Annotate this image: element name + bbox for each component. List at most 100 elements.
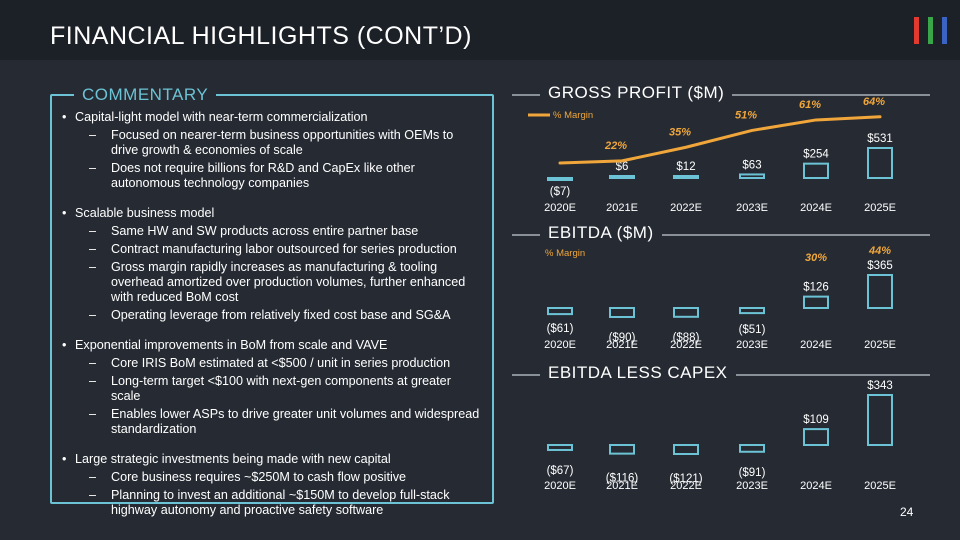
gross-profit-rule-right xyxy=(712,94,930,96)
chart-bar xyxy=(739,173,765,180)
commentary-sub-bullet: Gross margin rapidly increases as manufa… xyxy=(75,260,482,305)
x-tick-label: 2021E xyxy=(606,480,638,492)
commentary-sub-bullet: Focused on nearer-term business opportun… xyxy=(75,128,482,158)
margin-label: 64% xyxy=(863,96,885,108)
commentary-sub-bullet: Long-term target <$100 with next-gen com… xyxy=(75,374,482,404)
ebitda-capex-chart: ($67)2020E($116)2021E($121)2022E($91)202… xyxy=(544,380,896,492)
x-tick-label: 2025E xyxy=(864,480,896,492)
ebitda-capex-rule-left xyxy=(512,374,542,376)
commentary-sub-bullet: Same HW and SW products across entire pa… xyxy=(75,224,482,239)
data-label: $6 xyxy=(616,161,629,173)
data-label: ($121) xyxy=(669,473,702,485)
gross-profit-rule-left xyxy=(512,94,542,96)
ebitda-rule-left xyxy=(512,234,542,236)
data-label: ($90) xyxy=(609,332,636,344)
commentary-bullet-text: Scalable business model xyxy=(75,206,215,220)
commentary-sub-bullet: Enables lower ASPs to drive greater unit… xyxy=(75,407,482,437)
commentary-bullet-text: Large strategic investments being made w… xyxy=(75,452,391,466)
ebitda-heading: EBITDA ($M) xyxy=(540,223,662,243)
margin-label: 61% xyxy=(799,99,821,111)
logo-bar-blue xyxy=(942,17,947,44)
slide-header xyxy=(0,0,960,60)
chart-bar xyxy=(803,428,829,446)
commentary-bullet-text: Exponential improvements in BoM from sca… xyxy=(75,338,388,352)
commentary-sub-bullet: Core business requires ~$250M to cash fl… xyxy=(75,470,482,485)
x-tick-label: 2025E xyxy=(864,202,896,214)
logo-bar-green xyxy=(928,17,933,44)
x-tick-label: 2023E xyxy=(736,339,768,351)
commentary-sub-bullet: Contract manufacturing labor outsourced … xyxy=(75,242,482,257)
chart-bar xyxy=(609,175,635,179)
x-tick-label: 2021E xyxy=(606,339,638,351)
commentary-sub-bullet: Core IRIS BoM estimated at <$500 / unit … xyxy=(75,356,482,371)
x-tick-label: 2021E xyxy=(606,202,638,214)
chart-bar xyxy=(547,177,573,181)
commentary-bullet: Exponential improvements in BoM from sca… xyxy=(62,338,482,437)
commentary-sub-bullet: Planning to invest an additional ~$150M … xyxy=(75,488,482,518)
ebitda-capex-heading: EBITDA LESS CAPEX xyxy=(540,363,736,383)
commentary-bullet-text: Capital-light model with near-term comme… xyxy=(75,110,368,124)
margin-label: 44% xyxy=(868,245,891,257)
x-tick-label: 2022E xyxy=(670,339,702,351)
data-label: ($67) xyxy=(547,465,574,477)
chart-bar xyxy=(803,162,829,180)
margin-label: 30% xyxy=(805,252,827,264)
commentary-bullets: Capital-light model with near-term comme… xyxy=(62,110,482,533)
data-label: $12 xyxy=(676,161,695,173)
chart-bar xyxy=(803,295,829,309)
x-tick-label: 2024E xyxy=(800,339,832,351)
margin-label: 35% xyxy=(669,126,691,138)
margin-legend-label: % Margin xyxy=(545,248,585,259)
logo-bar-red xyxy=(914,17,919,44)
chart-bar xyxy=(609,444,635,455)
x-tick-label: 2022E xyxy=(670,480,702,492)
data-label: $365 xyxy=(867,260,893,272)
slide-title: FINANCIAL HIGHLIGHTS (CONT’D) xyxy=(50,22,472,50)
x-tick-label: 2024E xyxy=(800,480,832,492)
chart-bar xyxy=(673,307,699,318)
x-tick-label: 2020E xyxy=(544,202,576,214)
x-tick-label: 2020E xyxy=(544,480,576,492)
chart-bar xyxy=(739,444,765,453)
page-number: 24 xyxy=(900,505,914,519)
commentary-sub-bullet: Operating leverage from relatively fixed… xyxy=(75,308,482,323)
ebitda-chart: ($61) 2020E ($90)2021E ($88)2022E ($51) 2023E… xyxy=(544,245,896,351)
chart-bar xyxy=(673,175,699,179)
x-tick-label: 2025E xyxy=(864,339,896,351)
x-tick-label: 2020E xyxy=(544,339,576,351)
data-label: ($116) xyxy=(606,473,639,485)
chart-bar xyxy=(739,307,765,315)
commentary-bullet: Capital-light model with near-term comme… xyxy=(62,110,482,191)
x-tick-label: 2024E xyxy=(800,202,832,214)
gross-profit-chart: ($7) 2020E $6 2021E $12 2022E $63 2023E $254 2024… xyxy=(528,96,896,214)
data-label: ($91) xyxy=(739,467,766,479)
gross-profit-heading: GROSS PROFIT ($M) xyxy=(540,83,733,103)
margin-label: 22% xyxy=(604,140,627,152)
chart-bar xyxy=(867,147,893,179)
chart-bar xyxy=(547,307,573,316)
data-label: $126 xyxy=(803,282,829,294)
data-label: ($7) xyxy=(550,186,571,198)
chart-bar xyxy=(867,274,893,309)
commentary-heading: COMMENTARY xyxy=(74,85,217,105)
data-label: $531 xyxy=(867,133,893,145)
data-label: $343 xyxy=(867,380,893,392)
commentary-bullet: Scalable business model Same HW and SW pr… xyxy=(62,206,482,323)
data-label: ($61) xyxy=(547,323,574,335)
ebitda-capex-rule-right xyxy=(712,374,930,376)
chart-bar xyxy=(547,444,573,451)
margin-label: 51% xyxy=(735,109,757,121)
x-tick-label: 2022E xyxy=(670,202,702,214)
margin-legend-label: % Margin xyxy=(553,110,593,121)
data-label: $109 xyxy=(803,414,829,426)
commentary-sub-bullet: Does not require billions for R&D and Ca… xyxy=(75,161,482,191)
chart-bar xyxy=(673,444,699,455)
commentary-bullet: Large strategic investments being made w… xyxy=(62,452,482,518)
chart-bar xyxy=(867,394,893,446)
margin-line xyxy=(558,115,882,165)
x-tick-label: 2023E xyxy=(736,480,768,492)
chart-bar xyxy=(609,307,635,318)
x-tick-label: 2023E xyxy=(736,202,768,214)
data-label: ($51) xyxy=(739,324,766,336)
data-label: $254 xyxy=(803,149,829,161)
